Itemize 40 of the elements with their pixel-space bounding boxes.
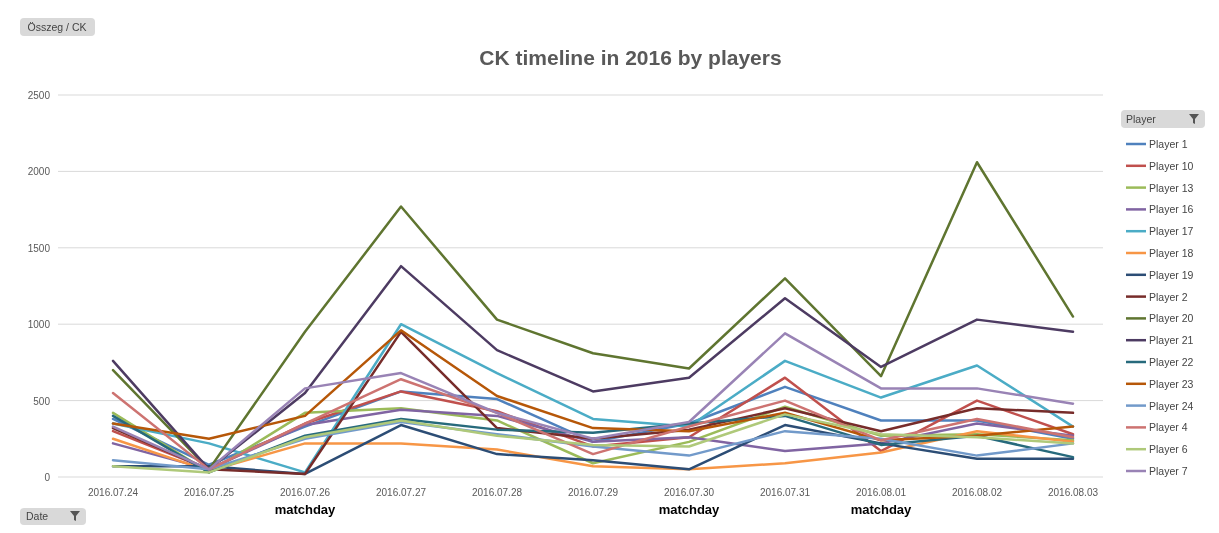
y-tick-label: 500 xyxy=(33,395,51,407)
x-tick-label: 2016.07.28 xyxy=(471,487,523,498)
legend-label: Player 19 xyxy=(1149,268,1194,281)
legend-label: Player 20 xyxy=(1149,312,1194,325)
legend-label: Player 13 xyxy=(1149,181,1194,194)
y-tick-label: 1500 xyxy=(27,242,51,254)
text: matchday xyxy=(274,502,337,517)
legend-label: Player 23 xyxy=(1149,377,1194,390)
text: matchday xyxy=(850,502,913,517)
text: matchday xyxy=(658,502,721,517)
legend-label: Player 16 xyxy=(1149,203,1194,216)
x-tick-label: 2016.08.03 xyxy=(1047,487,1099,498)
y-tick-label: 1000 xyxy=(27,319,51,331)
legend-label: Player 22 xyxy=(1149,356,1194,368)
y-tick-label: 2000 xyxy=(27,166,51,178)
y-tick-label: 0 xyxy=(44,472,51,483)
x-tick-label: 2016.07.26 xyxy=(279,487,331,498)
x-tick-label: 2016.08.02 xyxy=(951,487,1003,498)
legend-label: Player 24 xyxy=(1149,399,1194,412)
legend-label: Player 18 xyxy=(1149,247,1194,259)
legend-label: Player 1 xyxy=(1149,138,1188,150)
x-tick-label: 2016.07.29 xyxy=(567,487,619,498)
x-tick-label: 2016.07.25 xyxy=(183,487,235,498)
legend-title: Player xyxy=(1126,113,1157,125)
x-tick-label: 2016.07.30 xyxy=(663,487,715,498)
legend-label: Player 10 xyxy=(1149,159,1194,172)
y-tick-label: 2500 xyxy=(27,90,51,101)
x-tick-label: 2016.08.01 xyxy=(855,487,907,498)
legend-label: Player 2 xyxy=(1149,290,1188,303)
x-tick-label: 2016.07.31 xyxy=(759,487,811,498)
text: Összeg / CK xyxy=(27,21,87,33)
legend-label: Player 21 xyxy=(1149,334,1194,347)
x-tick-label: 2016.07.24 xyxy=(87,487,139,498)
x-tick-label: 2016.07.27 xyxy=(375,487,427,498)
legend-label: Player 17 xyxy=(1149,225,1194,238)
legend-label: Player 6 xyxy=(1149,443,1188,456)
chart-title: CK timeline in 2016 by players xyxy=(479,46,782,69)
legend-label: Player 4 xyxy=(1149,421,1188,434)
legend-label: Player 7 xyxy=(1149,465,1188,477)
x-axis-title: Date xyxy=(26,510,49,522)
